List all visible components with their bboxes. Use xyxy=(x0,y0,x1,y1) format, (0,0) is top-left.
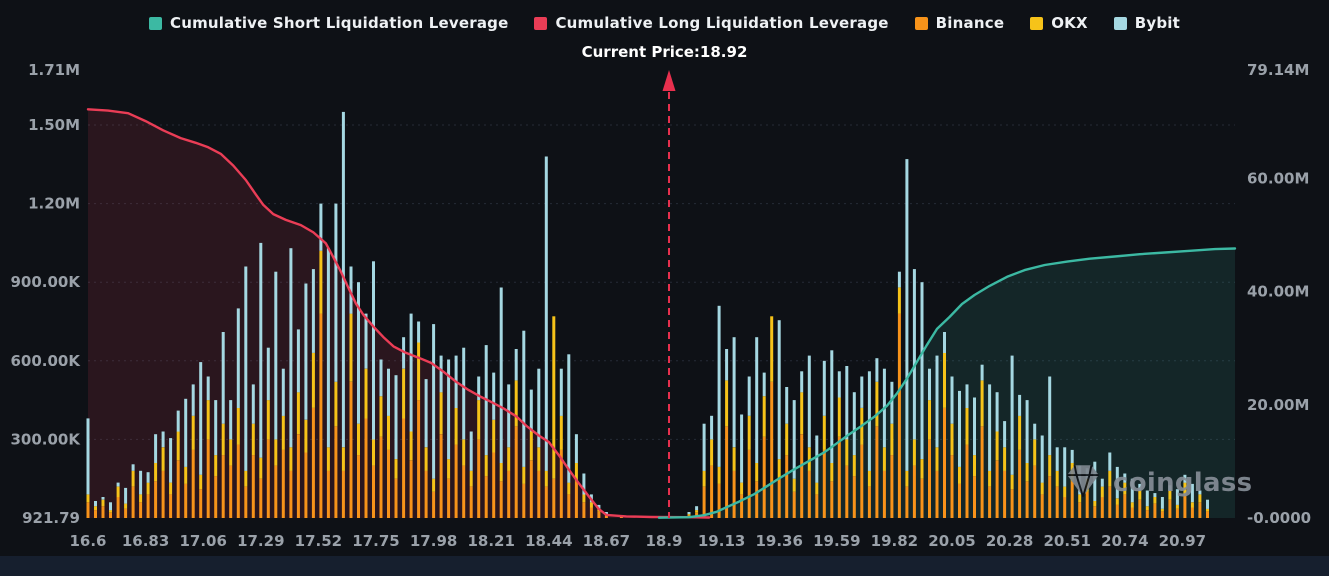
legend-swatch-long-icon xyxy=(534,16,548,30)
legend-swatch-okx-icon xyxy=(1030,16,1044,30)
svg-text:19.82: 19.82 xyxy=(871,532,918,550)
svg-text:900.00K: 900.00K xyxy=(10,273,81,291)
svg-text:1.50M: 1.50M xyxy=(28,116,80,134)
svg-text:16.6: 16.6 xyxy=(69,532,106,550)
line-areas xyxy=(88,109,1235,519)
svg-text:20.51: 20.51 xyxy=(1043,532,1090,550)
svg-text:20.05: 20.05 xyxy=(928,532,975,550)
svg-text:17.75: 17.75 xyxy=(352,532,399,550)
svg-text:79.14M: 79.14M xyxy=(1247,61,1309,79)
svg-text:20.97: 20.97 xyxy=(1159,532,1206,550)
svg-text:17.29: 17.29 xyxy=(237,532,284,550)
legend-item-cumulative-long[interactable]: Cumulative Long Liquidation Leverage xyxy=(534,14,888,32)
legend-swatch-short-icon xyxy=(148,16,162,30)
svg-text:19.13: 19.13 xyxy=(698,532,745,550)
svg-text:921.79: 921.79 xyxy=(22,509,80,527)
svg-text:-0.0000: -0.0000 xyxy=(1247,509,1311,527)
chart-scrollbar[interactable] xyxy=(0,556,1329,576)
svg-text:17.98: 17.98 xyxy=(410,532,457,550)
svg-text:1.71M: 1.71M xyxy=(28,61,80,79)
svg-text:40.00M: 40.00M xyxy=(1247,283,1309,301)
svg-text:1.20M: 1.20M xyxy=(28,195,80,213)
svg-text:16.83: 16.83 xyxy=(122,532,169,550)
legend-item-bybit[interactable]: Bybit xyxy=(1113,14,1181,32)
legend-item-binance[interactable]: Binance xyxy=(914,14,1005,32)
legend-label-cumulative-long: Cumulative Long Liquidation Leverage xyxy=(555,14,889,32)
svg-text:18.67: 18.67 xyxy=(583,532,630,550)
liquidation-bars[interactable] xyxy=(86,111,1210,518)
legend-swatch-bybit-icon xyxy=(1113,16,1127,30)
legend-item-cumulative-short[interactable]: Cumulative Short Liquidation Leverage xyxy=(148,14,509,32)
svg-text:18.21: 18.21 xyxy=(467,532,514,550)
legend-swatch-binance-icon xyxy=(914,16,928,30)
svg-text:18.9: 18.9 xyxy=(645,532,682,550)
axis-labels: 1.71M 1.50M 1.20M 900.00K 600.00K 300.00K 921.… xyxy=(10,61,1311,550)
legend-label-bybit: Bybit xyxy=(1134,14,1181,32)
svg-text:19.36: 19.36 xyxy=(755,532,802,550)
legend-item-okx[interactable]: OKX xyxy=(1030,14,1088,32)
svg-text:60.00M: 60.00M xyxy=(1247,169,1309,187)
svg-text:300.00K: 300.00K xyxy=(10,430,81,448)
legend-label-binance: Binance xyxy=(935,14,1005,32)
legend: Cumulative Short Liquidation Leverage Cu… xyxy=(0,14,1329,32)
svg-text:17.06: 17.06 xyxy=(179,532,226,550)
current-price-line xyxy=(662,70,676,518)
svg-text:18.44: 18.44 xyxy=(525,532,572,550)
svg-text:20.00M: 20.00M xyxy=(1247,396,1309,414)
svg-text:19.59: 19.59 xyxy=(813,532,860,550)
legend-label-cumulative-short: Cumulative Short Liquidation Leverage xyxy=(169,14,509,32)
gridlines xyxy=(88,124,1235,440)
cumulative-lines[interactable] xyxy=(86,108,1237,519)
legend-label-okx: OKX xyxy=(1051,14,1088,32)
svg-text:17.52: 17.52 xyxy=(295,532,342,550)
svg-text:600.00K: 600.00K xyxy=(10,352,81,370)
svg-text:20.74: 20.74 xyxy=(1101,532,1148,550)
current-price-label: Current Price:18.92 xyxy=(581,43,748,61)
svg-text:20.28: 20.28 xyxy=(986,532,1033,550)
